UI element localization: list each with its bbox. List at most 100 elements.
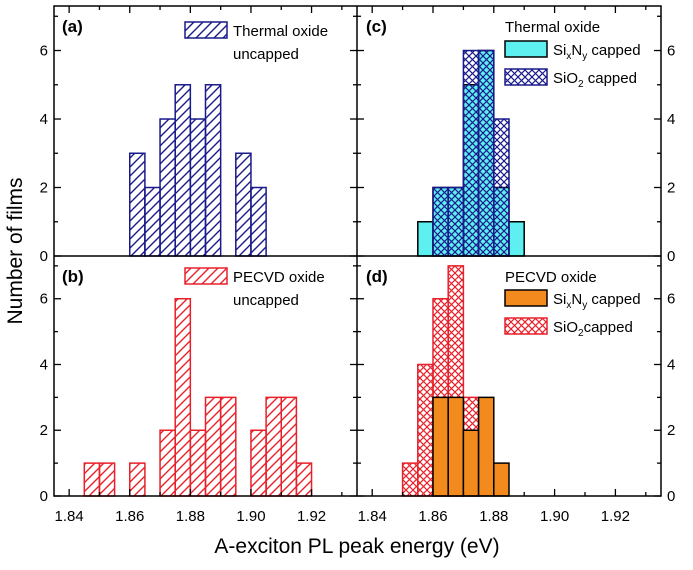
legend-title: PECVD oxide [505,269,597,286]
y-tick-label: 0 [667,248,675,265]
y-tick-label: 2 [667,180,675,197]
bar-panel-b-series-0 [250,429,267,497]
panel-c-label: (c) [366,17,387,36]
bar-panel-b-series-0 [265,396,283,497]
bar-panel-d-series-0 [417,363,434,497]
bar-panel-c-series-1 [493,118,510,257]
y-tick-label: 4 [40,356,48,373]
label-suffix: capped [587,291,640,308]
y-tick-label: 6 [40,291,48,308]
legend-swatch-thermal-uncapped [184,21,228,39]
subscript-2: 2 [578,79,584,90]
bar-panel-d-series-1 [447,396,465,497]
legend-label-sio2: SiO2capped [553,319,633,339]
x-axis-title: A-exciton PL peak energy (eV) [214,535,499,558]
label-si: Si [553,291,566,308]
subscript-2: 2 [578,328,584,339]
x-tick-label: 1.84 [358,508,387,525]
legend-label-sio2: SiO2 capped [553,70,637,90]
x-tick-label: 1.90 [540,508,569,525]
label-suffix: capped [584,319,633,336]
bar-panel-b-series-0 [219,396,237,497]
label-sio: SiO [553,70,578,87]
bar-panel-c-series-1 [432,186,449,257]
legend-swatch-pecvd-uncapped [184,267,228,285]
x-tick-label: 1.90 [236,508,265,525]
bar-panel-b-series-0 [83,462,101,497]
bar-panel-b-series-0 [98,462,116,497]
label-sio: SiO [553,319,578,336]
bar-panel-c-series-0 [417,221,434,257]
histogram-bars [83,49,525,497]
label-suffix: capped [584,70,637,87]
legend-title: Thermal oxide [505,19,600,36]
bar-panel-b-series-0 [280,396,298,497]
bar-panel-c-series-0 [508,221,525,257]
bar-panel-b-series-0 [189,429,207,497]
bar-panel-d-series-1 [432,396,449,497]
x-tick-label: 1.88 [176,508,205,525]
x-tick-label: 1.92 [297,508,326,525]
x-tick-label: 1.86 [418,508,447,525]
y-tick-label: 0 [667,488,675,505]
bar-panel-a-series-0 [189,118,207,257]
label-n: N [571,42,582,59]
legend-panel-c: Thermal oxide SixNy capped SiO2 capped [504,19,641,90]
axis-ticks: 1.84 1.86 1.88 1.90 1.92 1.84 1.86 1.88 1.90 1.92… [40,6,675,525]
bar-panel-c-series-1 [462,49,480,257]
bar-panel-c-series-1 [447,186,465,257]
legend-label-line2: uncapped [233,46,299,63]
bar-panel-d-series-1 [477,396,495,497]
subscript-x: x [566,51,571,62]
legend-panel-a: Thermal oxide uncapped [184,21,328,63]
legend-label: PECVD oxide [233,269,325,286]
y-tick-label: 4 [40,111,48,128]
legend-swatch-sio2-capped [504,317,548,335]
bar-panel-a-series-0 [204,84,222,257]
panel-d-label: (d) [366,267,388,286]
y-tick-label: 6 [40,43,48,60]
legend-panel-d: PECVD oxide SixNy capped SiO2capped [504,269,641,339]
x-tick-label: 1.92 [601,508,630,525]
label-suffix: capped [587,42,640,59]
subscript-x: x [566,300,571,311]
bar-panel-d-series-0 [401,462,419,497]
y-tick-label: 2 [40,422,48,439]
x-tick-label: 1.88 [479,508,508,525]
y-tick-label: 6 [667,43,675,60]
subscript-y: y [582,300,587,311]
bar-panel-c-series-1 [477,49,495,257]
bar-panel-b-series-0 [204,396,222,497]
y-tick-label: 2 [667,422,675,439]
y-tick-label: 6 [667,291,675,308]
bar-panel-d-series-1 [462,429,480,497]
x-tick-label: 1.86 [115,508,144,525]
y-tick-label: 0 [40,248,48,265]
y-axis-title: Number of films [4,177,27,324]
panel-b-label: (b) [62,267,84,286]
y-tick-label: 0 [40,488,48,505]
bar-panel-a-series-0 [144,186,161,257]
bar-panel-a-series-0 [129,152,146,257]
legend-label-sixny: SixNy capped [553,291,641,311]
bar-panel-b-series-0 [159,429,176,497]
y-tick-label: 4 [667,111,675,128]
bar-panel-b-series-0 [129,462,146,497]
bar-panel-b-series-0 [174,297,192,497]
legend-swatch-sixny-capped [504,40,548,58]
bar-panel-a-series-0 [159,118,176,257]
panel-a-label: (a) [62,17,83,36]
legend-label-line2: uncapped [233,292,299,309]
legend-panel-b: PECVD oxide uncapped [184,267,325,309]
label-si: Si [553,42,566,59]
bar-panel-a-series-0 [174,84,192,257]
legend-swatch-sixny-capped [504,289,548,307]
x-tick-label: 1.84 [55,508,84,525]
subscript-y: y [582,51,587,62]
bar-panel-d-series-1 [493,462,510,497]
bar-panel-a-series-0 [250,186,267,257]
legend-label: Thermal oxide [233,23,328,40]
bar-panel-a-series-0 [235,152,252,257]
bar-panel-b-series-0 [295,462,313,497]
